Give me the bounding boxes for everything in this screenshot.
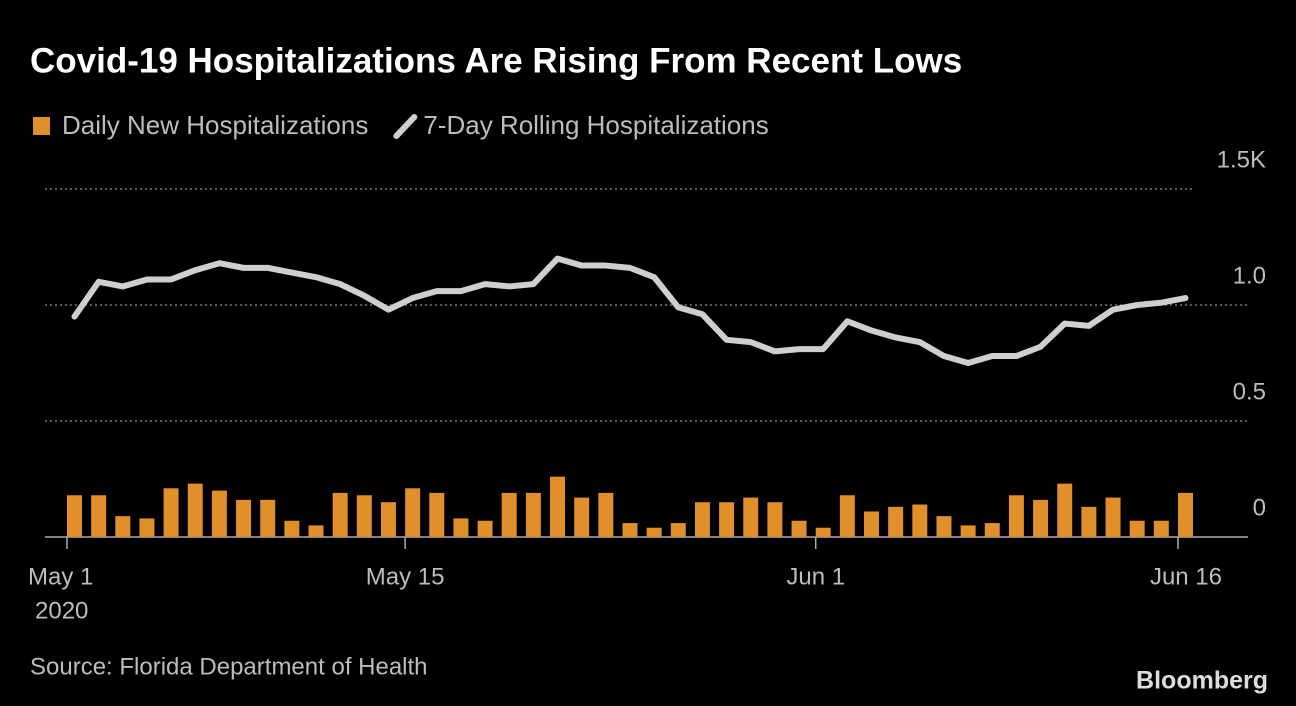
legend-label: Daily New Hospitalizations bbox=[62, 110, 368, 140]
bar bbox=[236, 499, 252, 537]
x-tick-sublabel: 2020 bbox=[35, 597, 88, 624]
bar bbox=[356, 495, 372, 537]
y-tick-label: 0.5 bbox=[1233, 378, 1266, 405]
bar bbox=[1153, 520, 1169, 537]
bar bbox=[332, 492, 348, 537]
bar bbox=[525, 492, 541, 537]
bar bbox=[429, 492, 445, 537]
bar bbox=[694, 502, 710, 537]
bar bbox=[284, 520, 300, 537]
bar bbox=[550, 476, 566, 537]
y-tick-label: 1.0 bbox=[1233, 262, 1266, 289]
bar bbox=[1178, 492, 1193, 537]
bar bbox=[139, 518, 155, 537]
bar bbox=[308, 525, 324, 537]
chart-title: Covid-19 Hospitalizations Are Rising Fro… bbox=[30, 41, 962, 80]
bar bbox=[936, 516, 952, 537]
bar bbox=[187, 483, 203, 537]
bar bbox=[1129, 520, 1145, 537]
bar bbox=[163, 488, 179, 537]
bar bbox=[960, 525, 976, 537]
legend-label: 7-Day Rolling Hospitalizations bbox=[423, 110, 768, 140]
bar bbox=[1105, 497, 1121, 537]
x-tick-label: May 1 bbox=[28, 563, 93, 590]
bar bbox=[719, 502, 735, 537]
bar bbox=[646, 527, 662, 537]
bar bbox=[380, 502, 396, 537]
source: Source: Florida Department of Health bbox=[30, 653, 428, 680]
legend-swatch bbox=[393, 114, 418, 139]
y-tick-label: 1.5K bbox=[1217, 146, 1266, 173]
bar bbox=[767, 502, 783, 537]
bar bbox=[1081, 506, 1097, 537]
bar bbox=[839, 495, 855, 537]
x-tick-label: Jun 16 bbox=[1150, 563, 1222, 590]
x-tick-label: Jun 1 bbox=[786, 563, 845, 590]
bar bbox=[622, 523, 638, 537]
bar bbox=[405, 488, 421, 537]
bar bbox=[1057, 483, 1073, 537]
bar bbox=[91, 495, 107, 537]
bar bbox=[574, 497, 590, 537]
legend-swatch bbox=[33, 117, 50, 135]
logo: Bloomberg bbox=[1136, 667, 1268, 695]
bar bbox=[211, 490, 227, 537]
bar bbox=[477, 520, 493, 537]
bar bbox=[670, 523, 686, 537]
bar bbox=[743, 497, 759, 537]
bar bbox=[115, 516, 131, 537]
y-tick-label: 0 bbox=[1253, 494, 1266, 521]
bar bbox=[815, 527, 831, 537]
bar bbox=[260, 499, 276, 537]
bar bbox=[598, 492, 614, 537]
bar bbox=[501, 492, 517, 537]
bar bbox=[864, 511, 879, 537]
bar bbox=[791, 520, 807, 537]
bar bbox=[912, 504, 928, 537]
bar bbox=[984, 523, 1000, 537]
x-tick-label: May 15 bbox=[366, 563, 445, 590]
bar bbox=[453, 518, 469, 537]
bar bbox=[1008, 495, 1024, 537]
bar bbox=[67, 495, 82, 537]
bar bbox=[888, 506, 904, 537]
line bbox=[71, 255, 1189, 366]
bar bbox=[1033, 499, 1049, 537]
